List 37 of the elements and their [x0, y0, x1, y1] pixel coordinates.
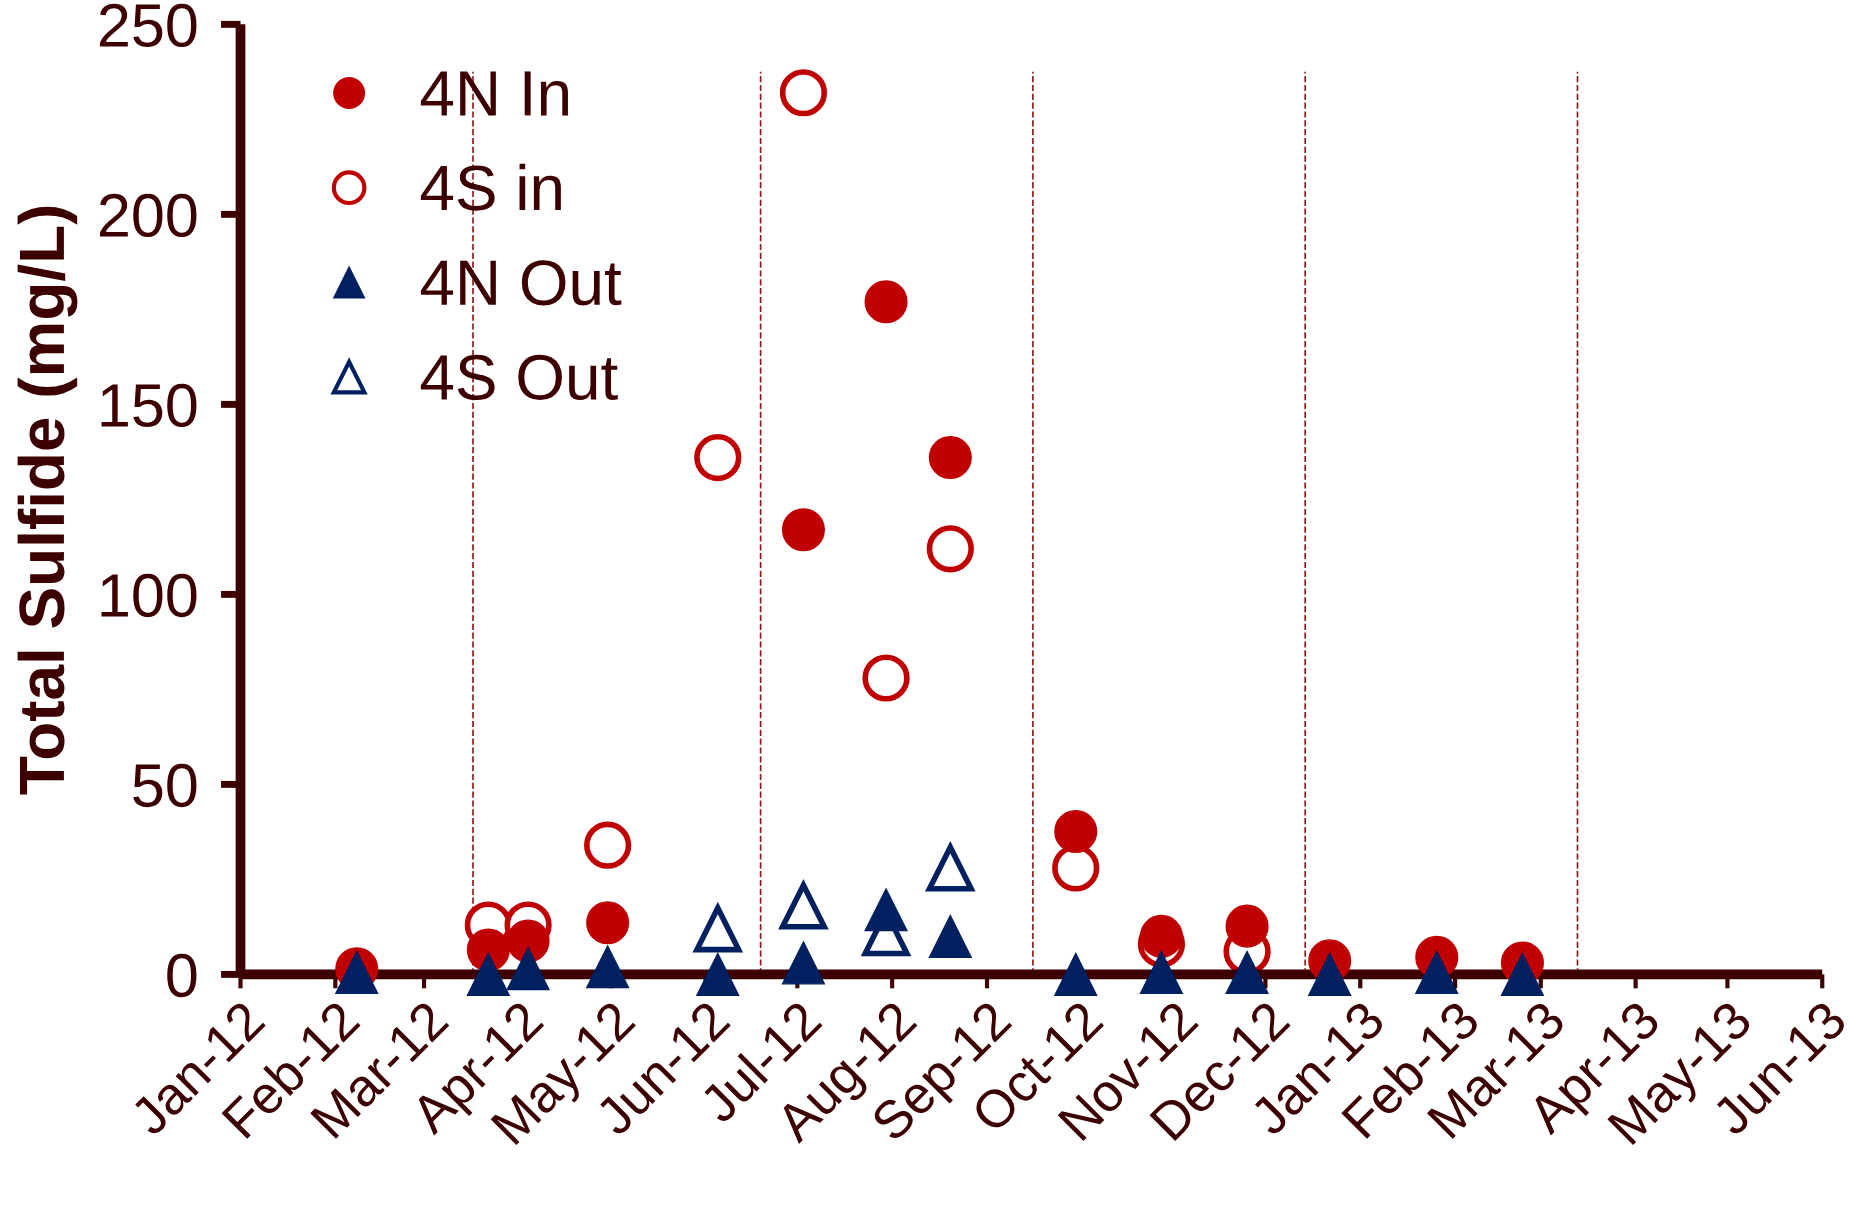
point: [586, 901, 630, 945]
point: [1054, 809, 1098, 854]
y-tick-label: 50: [133, 763, 197, 808]
legend-label: 4N Out: [420, 260, 622, 306]
legend-label: 4N In: [420, 71, 568, 116]
point: [928, 436, 972, 480]
point: [696, 952, 740, 996]
point: [1139, 950, 1183, 995]
point: [1308, 952, 1352, 996]
legend-label: 4S Out: [420, 354, 618, 401]
point: [1500, 952, 1544, 996]
point: [694, 433, 742, 482]
point: [781, 508, 825, 552]
point: [506, 947, 550, 991]
point: [584, 821, 632, 869]
point: [781, 941, 825, 985]
point: [1139, 914, 1183, 958]
point: [466, 952, 510, 996]
point: [864, 888, 908, 932]
point: [928, 914, 972, 958]
y-tick-label: 0: [167, 953, 197, 998]
point: [1054, 952, 1098, 996]
legend-label: 4S in: [420, 163, 561, 211]
point: [1415, 950, 1459, 995]
y-tick-label: 100: [101, 573, 197, 618]
y-tick-label: 250: [99, 3, 197, 48]
point: [862, 654, 910, 702]
point: [506, 919, 550, 963]
y-tick-label: 200: [99, 193, 197, 238]
point: [586, 945, 630, 989]
point: [1225, 950, 1269, 995]
point: [926, 525, 974, 573]
y-tick-label: 150: [101, 383, 197, 428]
point: [779, 69, 828, 117]
point: [864, 280, 908, 324]
y-axis-title: Total Sulfide (mg/L): [17, 206, 78, 795]
point: [1225, 904, 1269, 948]
